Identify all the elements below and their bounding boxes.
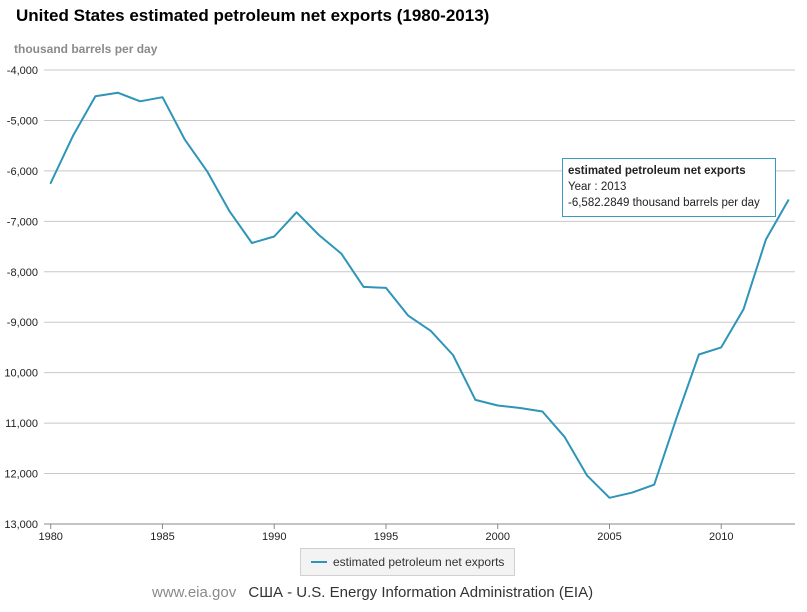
data-point <box>518 405 523 410</box>
y-tick-label: -5,000 <box>7 115 38 127</box>
tooltip-title: estimated petroleum net exports <box>568 165 746 177</box>
data-point <box>227 209 232 214</box>
tooltip-value: -6,582.2849 thousand barrels per day <box>568 197 760 209</box>
y-axis-unit-label: thousand barrels per day <box>14 42 158 56</box>
data-point <box>696 352 701 357</box>
x-tick-label: 1985 <box>150 531 174 543</box>
data-point <box>585 473 590 478</box>
x-axis-ticks: 1980 1985 1990 1995 2000 2005 2010 <box>38 524 733 543</box>
y-tick-label: 12,000 <box>4 469 38 481</box>
data-point <box>48 180 53 185</box>
data-point <box>674 416 679 421</box>
footer: www.eia.gov США - U.S. Energy Informatio… <box>152 584 593 601</box>
y-tick-label: 11,000 <box>5 418 38 430</box>
y-tick-label: -4,000 <box>7 65 38 77</box>
data-point <box>786 198 791 203</box>
data-point <box>115 90 120 95</box>
data-point <box>182 137 187 142</box>
x-tick-label: 1990 <box>262 531 286 543</box>
data-point <box>316 232 321 237</box>
data-point <box>629 490 634 495</box>
data-point <box>719 345 724 350</box>
legend-swatch <box>311 561 327 563</box>
y-axis-ticks: -4,000 -5,000 -6,000 -7,000 -8,000 -9,000 10,0… <box>4 65 38 531</box>
data-point <box>294 210 299 215</box>
gridlines <box>44 69 795 525</box>
data-point <box>205 169 210 174</box>
data-point <box>272 234 277 239</box>
x-tick-label: 2005 <box>597 531 621 543</box>
y-tick-label: 10,000 <box>4 368 38 380</box>
data-point <box>339 251 344 256</box>
y-tick-label: 13,000 <box>4 519 38 531</box>
x-tick-label: 1995 <box>374 531 398 543</box>
data-point <box>138 99 143 104</box>
y-tick-label: -7,000 <box>7 216 38 228</box>
y-tick-label: -8,000 <box>7 267 38 279</box>
y-tick-label: -6,000 <box>7 166 38 178</box>
x-tick-label: 1980 <box>38 531 62 543</box>
data-point <box>451 353 456 358</box>
data-point <box>361 284 366 289</box>
chart-legend[interactable]: estimated petroleum net exports <box>300 548 515 576</box>
footer-source: США - U.S. Energy Information Administra… <box>248 584 594 601</box>
x-tick-label: 2000 <box>485 531 509 543</box>
data-tooltip: estimated petroleum net exports Year : 2… <box>562 158 776 217</box>
chart-title: United States estimated petroleum net ex… <box>16 6 490 25</box>
data-point <box>540 409 545 414</box>
x-tick-label: 2010 <box>709 531 733 543</box>
data-point <box>763 237 768 242</box>
data-point <box>473 397 478 402</box>
data-point <box>406 313 411 318</box>
data-point <box>607 495 612 500</box>
data-point <box>93 94 98 99</box>
data-point <box>562 435 567 440</box>
y-tick-label: -9,000 <box>7 317 38 329</box>
data-point <box>71 133 76 138</box>
footer-site[interactable]: www.eia.gov <box>152 584 237 601</box>
series-group <box>48 90 791 500</box>
data-point <box>249 241 254 246</box>
data-point <box>741 307 746 312</box>
tooltip-year: Year : 2013 <box>568 181 627 193</box>
series-line <box>49 91 790 499</box>
data-point <box>495 403 500 408</box>
data-point <box>428 328 433 333</box>
legend-item-label: estimated petroleum net exports <box>333 555 505 569</box>
data-point <box>383 285 388 290</box>
data-point <box>160 95 165 100</box>
data-point <box>652 482 657 487</box>
